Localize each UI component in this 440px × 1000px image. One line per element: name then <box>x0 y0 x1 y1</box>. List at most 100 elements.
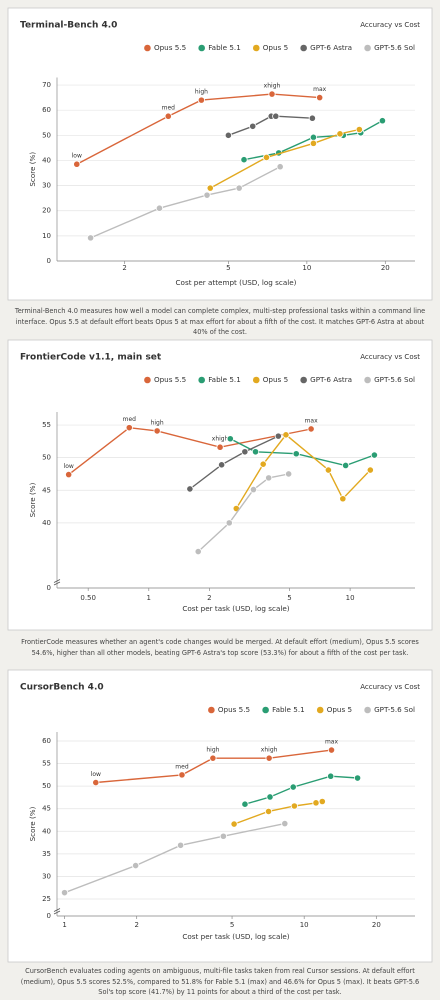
legend-label: GPT-5.6 Sol <box>374 705 415 714</box>
y-tick-label: 60 <box>42 106 51 114</box>
data-point <box>226 435 234 443</box>
legend-marker <box>198 44 205 52</box>
point-label: xhigh <box>212 436 229 443</box>
data-point <box>230 820 238 828</box>
data-point <box>309 139 318 147</box>
y-tick-label: 50 <box>42 782 51 790</box>
caption: FrontierCode measures whether an agent's… <box>21 638 419 657</box>
data-point <box>378 117 387 125</box>
data-point <box>86 234 95 242</box>
data-point <box>132 861 140 870</box>
legend-marker <box>300 44 307 52</box>
legend-label: GPT-5.6 Sol <box>374 375 415 384</box>
point-label: xhigh <box>261 747 278 754</box>
point-label: low <box>72 153 82 160</box>
data-point <box>318 797 326 806</box>
data-point <box>241 448 249 456</box>
y-tick-label: 0 <box>47 257 51 265</box>
data-point <box>327 746 336 754</box>
data-point <box>290 802 298 810</box>
x-tick-label: 10 <box>302 264 311 272</box>
point-label: max <box>305 417 319 424</box>
data-point <box>274 432 282 440</box>
y-tick-label: 25 <box>42 895 51 903</box>
data-point <box>272 112 280 120</box>
x-tick-label: 2 <box>207 594 211 602</box>
y-tick-label: 45 <box>42 805 51 813</box>
legend-marker <box>144 376 151 384</box>
data-point <box>355 125 363 134</box>
x-tick-label: 0.50 <box>80 594 96 602</box>
data-point <box>289 783 297 791</box>
point-label: high <box>151 419 164 426</box>
point-label: max <box>325 739 339 746</box>
x-tick-label: 10 <box>346 594 355 602</box>
point-label: xhigh <box>264 83 281 90</box>
y-tick-label: 55 <box>42 760 51 768</box>
data-point <box>316 94 324 102</box>
x-tick-label: 20 <box>381 264 390 272</box>
data-point <box>265 754 273 762</box>
x-axis-label: Cost per task (USD, log scale) <box>182 932 289 941</box>
point-label: low <box>64 463 74 470</box>
point-label: max <box>313 86 327 93</box>
legend-marker <box>364 376 371 384</box>
y-tick-label: 0 <box>47 584 51 592</box>
caption: CursorBench evaluates coding agents on a… <box>20 967 420 996</box>
data-point <box>309 133 318 141</box>
x-tick-label: 5 <box>226 264 230 272</box>
chart-subtitle: Accuracy vs Cost <box>360 683 420 691</box>
data-point <box>178 771 186 779</box>
point-label: med <box>162 105 176 112</box>
legend-label: Fable 5.1 <box>208 375 241 384</box>
data-point <box>307 425 315 433</box>
data-point <box>370 451 379 459</box>
chart-title: CursorBench 4.0 <box>20 683 104 693</box>
chart-subtitle: Accuracy vs Cost <box>360 21 420 29</box>
x-tick-label: 5 <box>230 921 234 929</box>
x-tick-label: 20 <box>372 921 381 929</box>
data-point <box>65 471 73 479</box>
y-axis-label: Score (%) <box>28 806 37 841</box>
data-point <box>224 131 232 139</box>
legend: Opus 5.5 Fable 5.1 Opus 5 GPT-6 Astra GPT-5.… <box>144 43 415 52</box>
data-point <box>366 466 374 474</box>
data-point <box>339 495 347 503</box>
y-tick-label: 40 <box>42 519 51 527</box>
caption: Terminal-Bench 4.0 measures how well a m… <box>14 307 426 336</box>
y-tick-label: 0 <box>47 912 51 920</box>
point-label: low <box>91 771 101 778</box>
point-label: high <box>195 89 208 96</box>
y-tick-label: 30 <box>42 872 51 880</box>
x-tick-label: 1 <box>147 594 151 602</box>
legend-label: Opus 5 <box>263 43 288 52</box>
y-tick-label: 10 <box>42 232 51 240</box>
data-point <box>285 470 293 478</box>
data-point <box>266 793 274 801</box>
legend-marker <box>262 706 269 714</box>
legend-label: Opus 5.5 <box>218 705 250 714</box>
data-point <box>336 130 344 138</box>
legend-label: GPT-6 Astra <box>310 43 352 52</box>
data-point <box>177 841 185 849</box>
x-tick-label: 10 <box>300 921 309 929</box>
data-point <box>249 122 257 130</box>
x-tick-label: 2 <box>134 921 138 929</box>
data-point <box>197 96 206 104</box>
data-point <box>225 519 233 527</box>
data-point <box>206 184 214 192</box>
data-point <box>249 486 258 494</box>
data-point <box>218 461 226 469</box>
data-point <box>282 431 290 439</box>
legend-marker <box>198 376 205 384</box>
legend-marker <box>252 376 260 384</box>
data-point <box>342 461 350 470</box>
point-label: med <box>175 763 189 770</box>
legend-marker <box>364 44 371 52</box>
y-tick-label: 70 <box>42 81 51 89</box>
legend-label: Opus 5 <box>327 705 352 714</box>
data-point <box>216 443 224 451</box>
legend-label: GPT-6 Astra <box>310 375 352 384</box>
y-tick-label: 20 <box>42 207 51 215</box>
